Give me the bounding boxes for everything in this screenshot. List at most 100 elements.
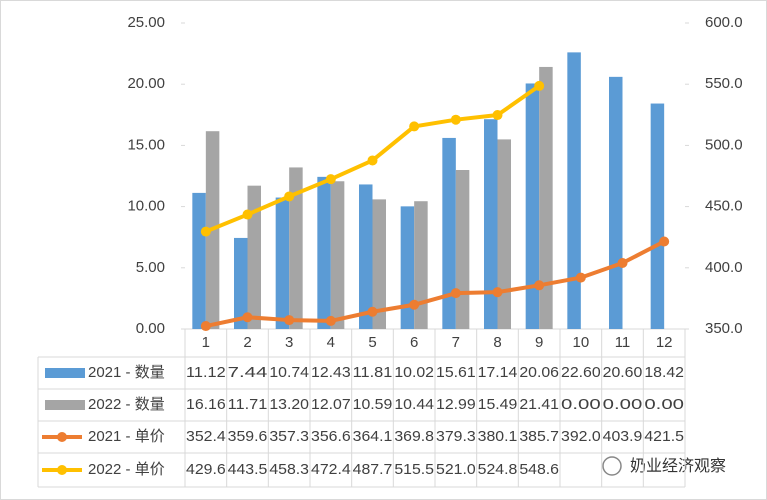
table-cell: 11.12: [186, 364, 226, 381]
table-cell: 15.61: [436, 364, 476, 381]
line-marker: [450, 114, 461, 125]
legend-marker: [57, 432, 67, 442]
x-tick-label: 10: [572, 334, 589, 351]
line-marker: [575, 272, 586, 283]
table-cell: 379.3: [436, 428, 476, 445]
table-cell: 472.4: [311, 461, 351, 478]
table-cell: 16.16: [186, 396, 226, 413]
bar: [289, 167, 303, 329]
bar: [497, 139, 511, 329]
bar: [567, 52, 581, 329]
line-marker: [409, 121, 420, 132]
line: [205, 239, 666, 329]
table-cell: 0.00: [561, 396, 601, 413]
line-marker: [617, 258, 628, 269]
table-cell: 380.1: [478, 428, 518, 445]
y-tick-label: 15.00: [127, 136, 165, 153]
bar: [275, 197, 290, 329]
y2-tick-label: 500.0: [705, 136, 743, 153]
bar: [400, 206, 415, 329]
watermark: 奶业经济观察: [602, 456, 726, 476]
legend-label: 2022 - 单价: [88, 461, 165, 478]
legend-label: 2021 - 数量: [88, 364, 165, 381]
bar: [247, 185, 261, 329]
line-marker: [200, 226, 211, 237]
table-cell: 357.3: [269, 428, 309, 445]
table-cell: 364.1: [353, 428, 393, 445]
line-marker: [242, 209, 253, 220]
table-cell: 15.49: [478, 396, 518, 413]
x-tick-label: 9: [535, 334, 543, 351]
y2-tick-label: 550.0: [705, 75, 743, 92]
x-tick-label: 7: [452, 334, 460, 351]
table-cell: 515.5: [394, 461, 434, 478]
table-cell: 356.6: [311, 428, 351, 445]
y-tick-label: 20.00: [127, 75, 165, 92]
table-cell: 421.5: [644, 428, 684, 445]
bar: [192, 192, 206, 329]
x-tick-label: 12: [656, 334, 673, 351]
line-marker: [284, 191, 295, 202]
table-cell: 487.7: [353, 461, 393, 478]
line-marker: [450, 288, 461, 299]
bar: [484, 119, 498, 330]
bar: [359, 184, 373, 329]
bar: [234, 237, 248, 329]
table-cell: 524.8: [478, 461, 518, 478]
x-tick-label: 8: [493, 334, 501, 351]
x-tick-label: 4: [327, 334, 335, 351]
y-tick-label: 5.00: [136, 259, 165, 276]
legend-label: 2021 - 单价: [88, 428, 165, 445]
table-cell: 22.60: [561, 364, 601, 381]
y-tick-label: 25.00: [127, 14, 165, 31]
x-tick-label: 5: [368, 334, 376, 351]
table-cell: 369.8: [394, 428, 434, 445]
table-cell: 12.07: [311, 396, 351, 413]
table-cell: 17.14: [478, 364, 518, 381]
table-cell: 10.59: [353, 396, 393, 413]
line-marker: [325, 315, 336, 326]
y2-tick-label: 400.0: [705, 259, 743, 276]
table-cell: 20.06: [519, 364, 559, 381]
line-marker: [325, 174, 336, 185]
table-cell: 12.99: [436, 396, 476, 413]
table-cell: 11.81: [353, 364, 393, 381]
watermark-text: 奶业经济观察: [630, 457, 726, 475]
bar: [455, 170, 470, 329]
table-cell: 12.43: [311, 364, 351, 381]
table-cell: 548.6: [519, 461, 559, 478]
table-cell: 0.00: [603, 396, 643, 413]
watermark-icon: [602, 456, 622, 476]
table-cell: 10.02: [394, 364, 434, 381]
table-cell: 10.44: [394, 396, 434, 413]
table-cell: 0.00: [644, 396, 684, 413]
line-marker: [284, 315, 295, 326]
bar: [525, 83, 540, 329]
y-tick-label: 10.00: [127, 198, 165, 215]
table-cell: 20.60: [603, 364, 643, 381]
table-cell: 11.71: [228, 396, 268, 413]
bar: [609, 76, 623, 329]
line-marker: [534, 280, 545, 291]
bar: [442, 137, 456, 329]
line-marker: [492, 110, 503, 121]
x-tick-label: 11: [615, 334, 631, 351]
legend-swatch: [45, 368, 85, 378]
x-tick-label: 2: [243, 334, 251, 351]
x-tick-label: 1: [202, 334, 210, 351]
legend-label: 2022 - 数量: [88, 396, 165, 413]
table-cell: 13.20: [269, 396, 309, 413]
y-tick-label: 0.00: [136, 320, 165, 337]
table-cell: 7.44: [228, 364, 268, 381]
bar: [330, 181, 345, 329]
table-cell: 443.5: [228, 461, 268, 478]
table-cell: 359.6: [228, 428, 268, 445]
bar: [650, 103, 665, 329]
table-cell: 10.74: [269, 364, 309, 381]
bar: [539, 66, 553, 330]
table-cell: 385.7: [519, 428, 559, 445]
table-cell: 458.3: [269, 461, 309, 478]
line-marker: [492, 287, 503, 298]
table-cell: 521.0: [436, 461, 476, 478]
